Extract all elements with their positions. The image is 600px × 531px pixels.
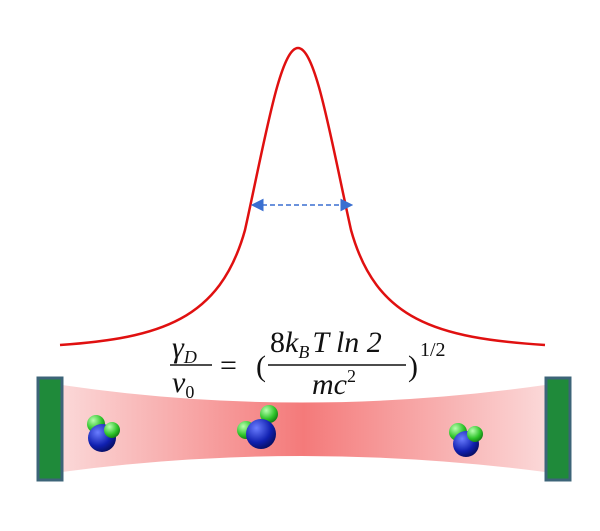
rhs-numerator: 8kB T ln 2 <box>270 326 382 362</box>
right-mirror <box>544 376 572 482</box>
lhs-denominator: ν0 <box>172 366 194 402</box>
subscript: D <box>183 347 197 367</box>
molecule <box>449 423 483 457</box>
symbol: γ <box>172 331 185 364</box>
subscript: B <box>298 342 309 362</box>
lhs-numerator: γD <box>172 331 197 367</box>
superscript: 2 <box>347 366 356 386</box>
rest: T ln 2 <box>312 326 381 359</box>
subscript: 0 <box>185 382 194 402</box>
k: k <box>285 326 299 359</box>
base: mc <box>312 368 347 401</box>
molecule <box>237 405 278 449</box>
coefficient: 8 <box>270 326 285 359</box>
rhs-denominator: mc2 <box>312 366 356 401</box>
molecule <box>87 415 120 452</box>
equals: = <box>220 349 237 382</box>
left-mirror <box>36 376 64 482</box>
close-paren: ) <box>408 350 418 383</box>
line-profile <box>59 46 546 347</box>
symbol: ν <box>172 366 186 399</box>
exponent: 1/2 <box>420 339 446 361</box>
open-paren: ( <box>256 350 266 383</box>
formula: γD ν0 = ( 8kB T ln 2 mc2 ) 1/2 <box>170 326 446 402</box>
laser-beam <box>62 385 545 472</box>
